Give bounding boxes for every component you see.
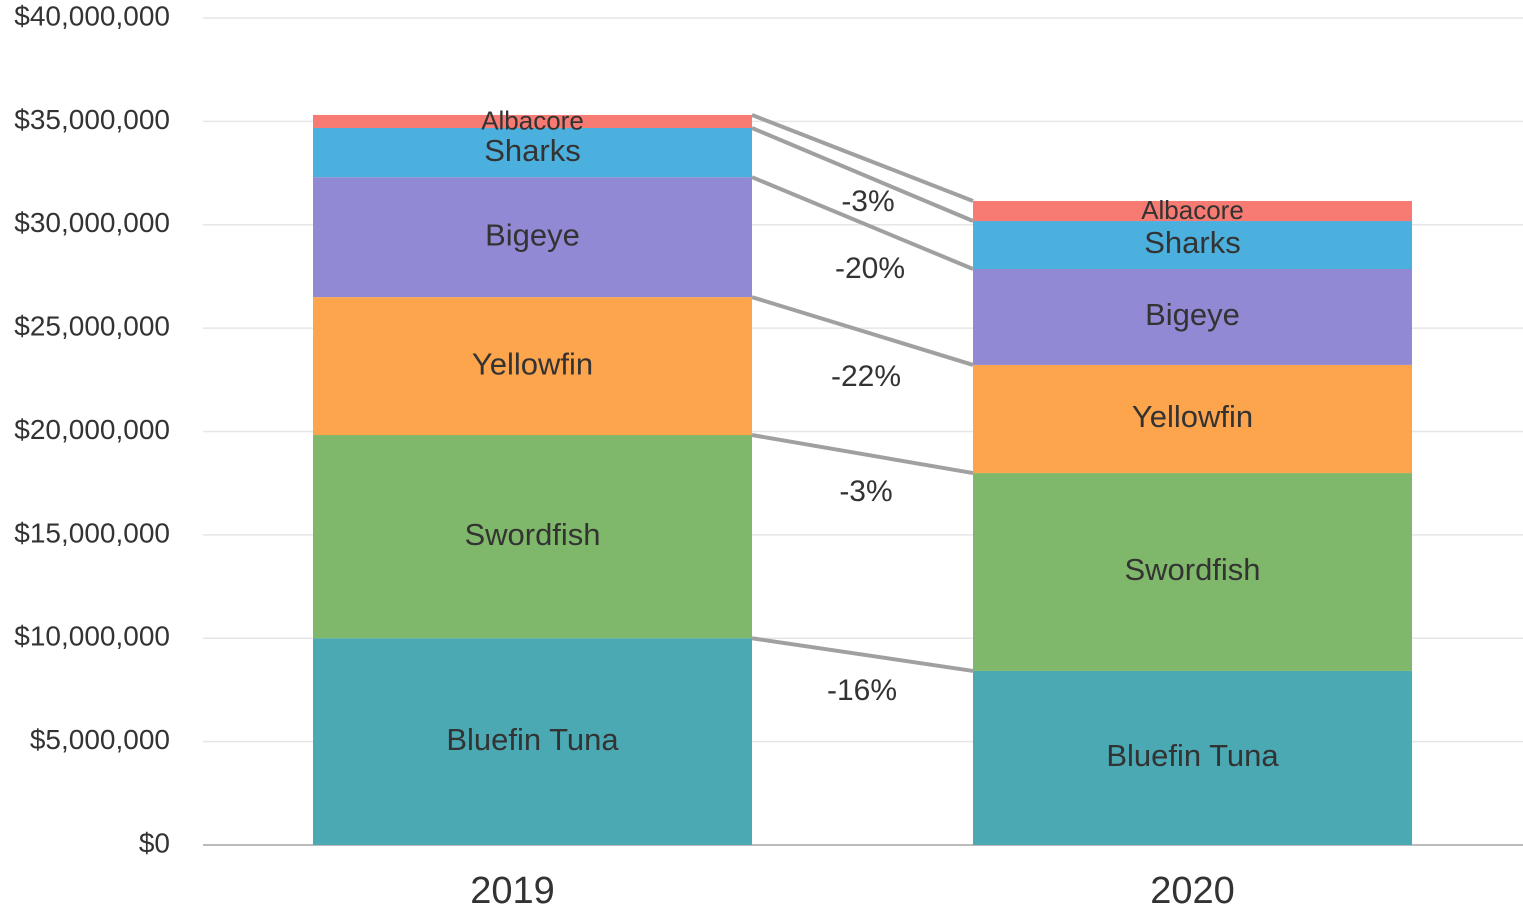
annotation: -22% [831, 360, 901, 393]
segment-label: Swordfish [1124, 552, 1260, 587]
annotation: -16% [827, 674, 897, 707]
segment-label: Albacore [1141, 195, 1244, 225]
segment-label: Bluefin Tuna [446, 722, 619, 757]
y-tick-label: $35,000,000 [14, 104, 170, 135]
segment-label: Yellowfin [1132, 399, 1253, 434]
segment-label: Yellowfin [472, 346, 593, 381]
segment-label: Albacore [481, 105, 584, 135]
y-tick-label: $10,000,000 [14, 621, 170, 652]
bar-segment [313, 435, 752, 639]
segment-label: Bluefin Tuna [1106, 738, 1279, 773]
segment-label: Bigeye [1145, 297, 1240, 332]
bar-segment [313, 114, 752, 128]
annotation: -20% [835, 252, 905, 285]
y-tick-label: $30,000,000 [14, 207, 170, 238]
bar-segment [313, 638, 752, 845]
bar-segment [973, 200, 1412, 222]
annotation: -3% [841, 185, 894, 218]
segment-label: Swordfish [464, 517, 600, 552]
x-tick-label: 2020 [1150, 870, 1235, 912]
bar-segment [973, 268, 1412, 365]
bar-segment [973, 221, 1412, 269]
connector-line [751, 175, 974, 271]
connector-line [751, 433, 974, 476]
segment-label: Sharks [1144, 225, 1240, 260]
y-tick-label: $20,000,000 [14, 414, 170, 445]
bar-segment [973, 473, 1412, 671]
bar-segment [313, 297, 752, 436]
y-tick-label: $5,000,000 [30, 724, 170, 755]
connector-line [751, 636, 974, 673]
bar-segment [973, 670, 1412, 845]
connector-line [751, 126, 974, 223]
y-tick-label: $15,000,000 [14, 517, 170, 548]
connector-line [751, 295, 974, 367]
y-tick-label: $0 [139, 827, 170, 858]
bar-segment [313, 177, 752, 298]
segment-label: Sharks [484, 133, 580, 168]
segment-label: Bigeye [485, 217, 580, 252]
x-tick-label: 2019 [470, 870, 555, 912]
y-tick-label: $40,000,000 [14, 0, 170, 31]
bar-segment [973, 364, 1412, 474]
annotation: -3% [839, 475, 892, 508]
connector-line [751, 113, 974, 203]
y-tick-label: $25,000,000 [14, 311, 170, 342]
bar-segment [313, 127, 752, 178]
